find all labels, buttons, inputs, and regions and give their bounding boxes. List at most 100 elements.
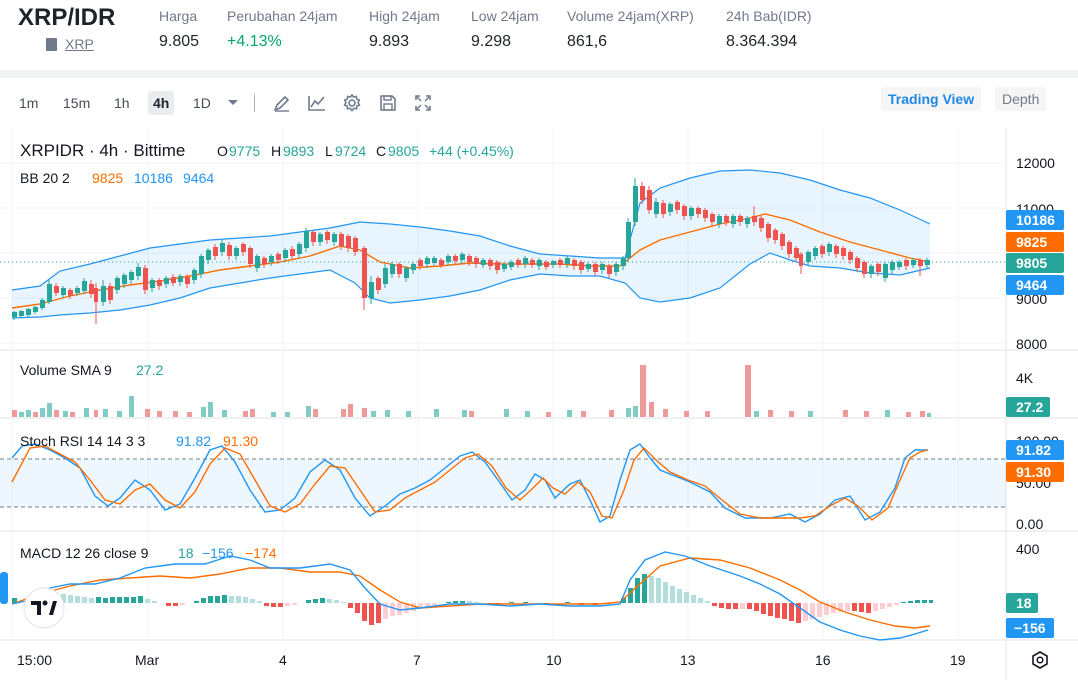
candle	[530, 258, 535, 268]
candle	[904, 258, 909, 270]
candle	[467, 254, 472, 266]
coin-link[interactable]: XRP	[65, 36, 94, 52]
time-tick: 19	[950, 652, 966, 668]
macd-line-value: −156	[202, 545, 234, 561]
candle	[199, 254, 204, 278]
bb-mid-tag: 9825	[1016, 234, 1047, 250]
panel-collapse-handle[interactable]	[0, 572, 8, 604]
trading-view-tab[interactable]: Trading View	[881, 87, 982, 111]
open-value: 9775	[229, 143, 260, 159]
candle	[411, 262, 416, 274]
open-label: O	[217, 143, 228, 159]
candle	[488, 258, 493, 270]
time-tick: 10	[546, 652, 562, 668]
change-value: +44 (+0.45%)	[429, 143, 514, 159]
time-axis: 15:00 Mar 4 7 10 13 16 19	[17, 652, 966, 668]
candle	[551, 260, 556, 268]
candle	[129, 270, 134, 284]
candle	[806, 250, 811, 266]
stat-turnover-24h: 24h Bab(IDR) 8.364.394	[726, 8, 812, 51]
candle	[241, 242, 246, 256]
indicator-line-icon[interactable]	[307, 93, 327, 113]
timeframe-1d[interactable]: 1D	[193, 95, 211, 111]
volume-tick: 4K	[1016, 370, 1034, 386]
timeframe-4h[interactable]: 4h	[148, 91, 175, 115]
tradingview-logo	[23, 587, 65, 629]
price-tick: 12000	[1016, 155, 1055, 171]
low-label: L	[325, 143, 333, 159]
stat-value: 861,6	[567, 33, 608, 50]
candle	[897, 260, 902, 270]
price-tags: 10186 9825 9805 9464	[1006, 210, 1064, 295]
stoch-tick: 0.00	[1016, 516, 1043, 532]
candle	[841, 246, 846, 260]
candle	[780, 232, 785, 250]
candle	[773, 228, 778, 244]
candle	[346, 234, 351, 252]
candle	[439, 258, 444, 268]
stat-value: 9.805	[159, 33, 200, 50]
high-label: H	[271, 143, 281, 159]
stat-value: 8.364.394	[726, 33, 798, 50]
candle	[752, 206, 757, 226]
timeframe-1m[interactable]: 1m	[19, 95, 39, 111]
candle	[446, 254, 451, 266]
candle	[108, 283, 113, 304]
stat-label: High 24jam	[369, 8, 440, 24]
candle	[255, 254, 260, 272]
timeframe-15m[interactable]: 15m	[63, 95, 91, 111]
candle	[848, 250, 853, 264]
pair-title: XRP/IDR	[18, 4, 116, 31]
timeframe-1h[interactable]: 1h	[114, 95, 130, 111]
candle	[668, 202, 673, 216]
depth-tab[interactable]: Depth	[995, 87, 1047, 111]
candle	[353, 236, 358, 256]
candle	[54, 283, 59, 296]
settings-gear-icon[interactable]	[342, 93, 362, 113]
candle	[460, 252, 465, 264]
candle	[731, 214, 736, 228]
macd-line-tag: −156	[1014, 620, 1046, 636]
candle	[869, 264, 874, 278]
candle	[474, 256, 479, 268]
candle	[178, 274, 183, 286]
macd-hist-value: 18	[178, 545, 194, 561]
timeframe-dropdown-icon[interactable]	[226, 97, 240, 109]
time-tick: 7	[413, 652, 421, 668]
stoch-d-value: 91.30	[223, 433, 258, 449]
save-floppy-icon[interactable]	[378, 93, 398, 113]
candle	[813, 246, 818, 260]
last-price-tag: 9805	[1016, 255, 1047, 271]
candle	[332, 232, 337, 246]
candle	[925, 258, 930, 268]
candle	[509, 260, 514, 270]
candle	[61, 286, 66, 298]
drawing-pen-icon[interactable]	[272, 93, 292, 113]
candle	[579, 260, 584, 274]
candle	[558, 258, 563, 268]
high-value: 9893	[283, 143, 314, 159]
candle	[675, 200, 680, 214]
candle	[213, 244, 218, 260]
macd-legend: MACD 12 26 close 9 18 −156 −174	[20, 545, 277, 561]
chart-settings-icon[interactable]	[1032, 651, 1048, 669]
candle	[390, 262, 395, 278]
candle	[918, 258, 923, 276]
candle	[481, 258, 486, 268]
chart-toolbar: 1m 15m 1h 4h 1D Trading View	[0, 78, 1078, 126]
candle	[661, 200, 666, 218]
price-chart[interactable]: XRPIDR · 4h · Bittime O 9775 H 9893 L 97…	[0, 128, 1078, 680]
stoch-axis: 100.00 50.00 0.00 91.82 91.30	[1006, 433, 1064, 532]
candle	[12, 311, 17, 320]
bb-lower-value: 9464	[183, 170, 214, 186]
candle	[572, 258, 577, 270]
stat-label: 24h Bab(IDR)	[726, 8, 812, 24]
candle	[276, 252, 281, 264]
stat-label: Low 24jam	[471, 8, 539, 24]
candle	[164, 276, 169, 288]
candle	[339, 232, 344, 250]
candle	[136, 263, 141, 280]
candle	[621, 256, 626, 270]
fullscreen-icon[interactable]	[413, 93, 433, 113]
stoch-legend: Stoch RSI 14 14 3 3 91.82 91.30	[20, 433, 258, 449]
